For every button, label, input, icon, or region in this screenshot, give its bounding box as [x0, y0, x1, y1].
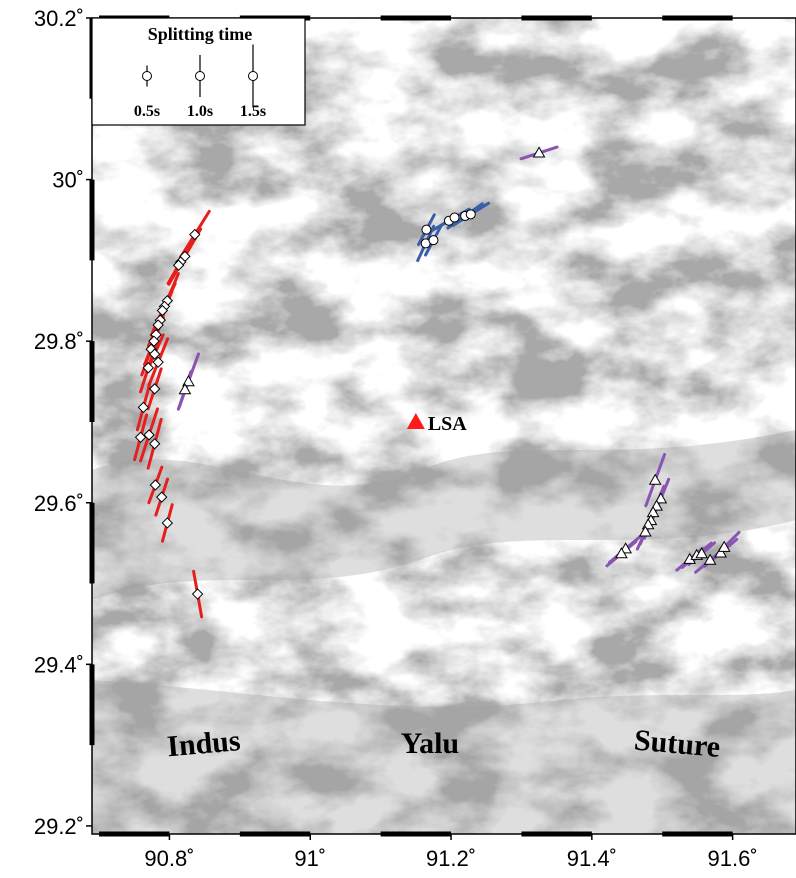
latitude-axis: 30.2˚ 30˚ 29.8˚ 29.6˚ 29.4˚ 29.2˚: [34, 6, 84, 839]
lon-tick-label: 91˚: [294, 846, 326, 871]
diamond-icon: [161, 517, 174, 529]
diamond-icon: [152, 319, 164, 331]
legend-label: 1.0s: [187, 103, 213, 120]
diamond-icon: [152, 356, 164, 368]
frame-ticks: [86, 15, 734, 840]
diamond-icon: [148, 335, 160, 347]
lsa-label: LSA: [428, 413, 467, 435]
legend-circle-icon: [195, 71, 205, 81]
triangle-icon: [717, 540, 731, 552]
circle-icon: [449, 212, 460, 223]
legend: Splitting time 0.5s 1.0s 1.5s: [91, 17, 306, 126]
lon-tick-label: 91.4˚: [567, 846, 617, 871]
triangle-icon: [182, 375, 195, 387]
lat-tick-label: 30˚: [52, 168, 84, 193]
diamond-icon: [134, 431, 147, 444]
legend-items: 0.5s 1.0s 1.5s: [134, 44, 266, 120]
lsa-triangle-icon: [406, 412, 425, 429]
triangle-icon: [615, 547, 628, 559]
region-label: Indus: [166, 724, 242, 763]
triangle-icon: [714, 546, 728, 558]
diamond-icon: [148, 438, 161, 450]
circle-icon: [465, 209, 476, 220]
legend-title: Splitting time: [148, 24, 253, 44]
triangle-icon: [648, 473, 662, 485]
circle-icon: [421, 224, 432, 235]
diamond-icon: [172, 259, 185, 271]
lat-tick-label: 29.2˚: [34, 814, 84, 839]
circle-icon: [428, 235, 439, 246]
diamond-icon: [189, 228, 201, 241]
triangle-icon: [638, 525, 652, 537]
diamond-icon: [148, 348, 161, 360]
legend-label: 1.5s: [240, 103, 266, 120]
triangle-icon: [695, 547, 709, 559]
diamond-icon: [142, 362, 155, 374]
triangle-icon: [178, 383, 192, 395]
region-label: Yalu: [401, 727, 459, 760]
diamond-icon: [156, 304, 169, 317]
lon-tick-label: 91.6˚: [708, 846, 758, 871]
triangle-icon: [703, 553, 717, 565]
lon-tick-label: 90.8˚: [144, 846, 194, 871]
region-labels: Indus Yalu Suture: [166, 724, 722, 764]
lat-tick-label: 29.6˚: [34, 491, 84, 516]
lat-tick-label: 30.2˚: [34, 6, 84, 31]
diamond-icon: [155, 491, 168, 503]
diamond-icon: [137, 401, 150, 414]
lat-tick-label: 29.4˚: [34, 652, 84, 677]
triangle-icon: [532, 146, 546, 158]
lon-tick-label: 91.2˚: [426, 846, 476, 871]
longitude-axis: 90.8˚ 91˚ 91.2˚ 91.4˚ 91.6˚: [144, 846, 757, 871]
triangle-icon: [646, 505, 660, 518]
diamond-icon: [149, 479, 162, 491]
legend-circle-icon: [142, 71, 152, 81]
station-symbols: [134, 146, 731, 600]
region-label: Suture: [633, 724, 722, 764]
lsa-station: LSA: [406, 412, 467, 435]
diamond-icon: [191, 588, 204, 600]
legend-label: 0.5s: [134, 103, 160, 120]
diamond-icon: [148, 383, 161, 395]
terrain-relief: [92, 18, 796, 834]
lat-tick-label: 29.8˚: [34, 329, 84, 354]
triangle-icon: [654, 492, 668, 504]
legend-circle-icon: [248, 71, 258, 81]
diamond-icon: [143, 429, 155, 441]
